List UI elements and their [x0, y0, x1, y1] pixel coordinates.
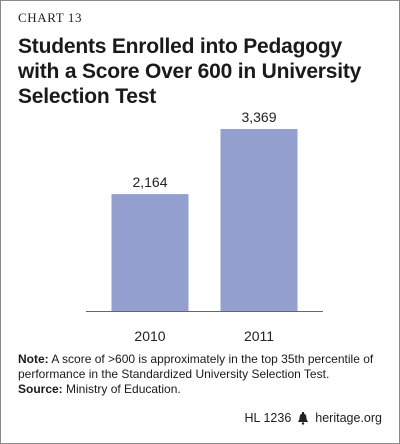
chart-number: CHART 13	[18, 10, 83, 25]
source-label: Source:	[18, 382, 63, 396]
site-link[interactable]: heritage.org	[315, 411, 382, 425]
bar-chart: 2,164 2010 3,369 2011	[86, 109, 323, 344]
x-tick-label-2010: 2010	[134, 328, 165, 344]
liberty-bell-icon	[298, 411, 309, 425]
chart-note: Note: A score of >600 is approximately i…	[18, 352, 388, 397]
note-label: Note:	[18, 352, 49, 366]
footer: HL 1236 heritage.org	[244, 411, 382, 425]
x-tick-label-2011: 2011	[244, 328, 274, 344]
bar-2011	[220, 129, 298, 311]
value-label-2010: 2,164	[132, 174, 167, 190]
value-label-2011: 3,369	[241, 109, 276, 125]
chart-title: Students Enrolled into Pedagogy with a S…	[18, 35, 362, 108]
source-text: Ministry of Education.	[62, 382, 181, 396]
note-text: A score of >600 is approximately in the …	[18, 352, 374, 381]
report-code: HL 1236	[244, 411, 292, 425]
bar-2010	[111, 194, 189, 311]
